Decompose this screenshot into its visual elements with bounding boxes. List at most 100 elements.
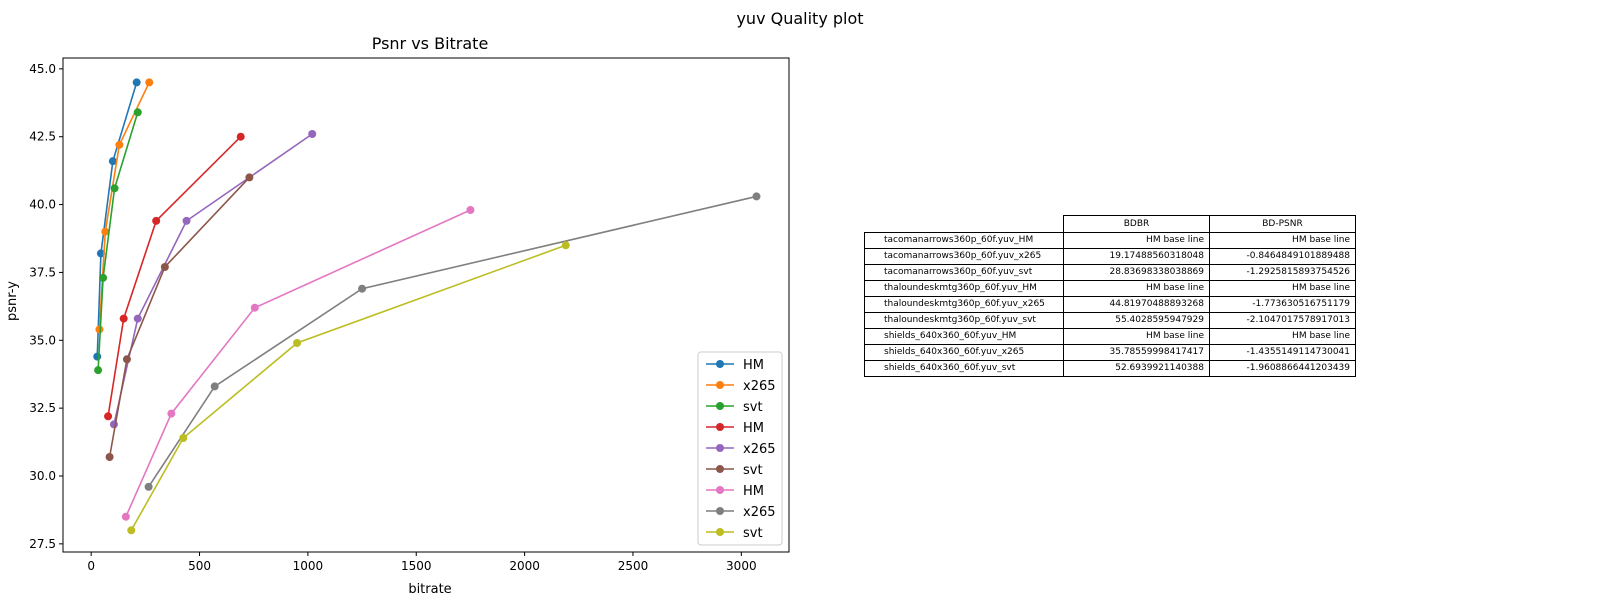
y-tick-label: 37.5 bbox=[29, 265, 56, 279]
series-2 bbox=[94, 108, 142, 375]
bd-metrics-table: BDBR BD-PSNR tacomanarrows360p_60f.yuv_H… bbox=[864, 215, 1356, 377]
data-point bbox=[121, 512, 130, 521]
x-tick-label: 1000 bbox=[293, 559, 324, 573]
legend-entry-label: x265 bbox=[743, 379, 776, 394]
data-point bbox=[293, 339, 302, 347]
bd-psnr-cell: -1.9608866441203439 bbox=[1209, 360, 1356, 377]
bdbr-cell: 55.4028595947929 bbox=[1063, 312, 1210, 329]
row-label: thaloundeskmtg360p_60f.yuv_HM bbox=[864, 280, 1064, 297]
bd-psnr-cell: -1.4355149114730041 bbox=[1209, 344, 1356, 361]
row-label: tacomanarrows360p_60f.yuv_HM bbox=[864, 232, 1064, 249]
data-point bbox=[752, 192, 761, 201]
bdbr-cell: HM base line bbox=[1063, 280, 1210, 297]
data-point bbox=[99, 273, 108, 282]
bd-psnr-cell: -1.2925815893754526 bbox=[1209, 264, 1356, 281]
data-point bbox=[105, 453, 114, 461]
table-row: tacomanarrows360p_60f.yuv_HM HM base line… bbox=[864, 232, 1356, 249]
data-point bbox=[94, 366, 103, 375]
series-1 bbox=[95, 78, 154, 334]
data-point bbox=[144, 482, 153, 491]
bdbr-cell: 44.81970488893268 bbox=[1063, 296, 1210, 313]
data-point bbox=[308, 130, 317, 138]
x-tick-label: 2500 bbox=[618, 559, 649, 573]
data-point bbox=[245, 173, 254, 182]
data-point bbox=[152, 216, 161, 225]
table-row: shields_640x360_60f.yuv_svt 52.6939921140… bbox=[864, 360, 1356, 377]
data-point bbox=[133, 314, 142, 323]
bd-psnr-cell: -0.8464849101889488 bbox=[1209, 248, 1356, 265]
data-point bbox=[101, 227, 110, 236]
legend: HM x265 svt HM x265 svt HM x265 svt bbox=[697, 351, 783, 546]
y-tick-label: 45.0 bbox=[29, 62, 56, 76]
data-point bbox=[110, 184, 119, 193]
bdbr-cell: 52.6939921140388 bbox=[1063, 360, 1210, 377]
x-axis-label: bitrate bbox=[408, 582, 451, 597]
legend-swatch-marker bbox=[716, 381, 724, 389]
series-8 bbox=[127, 241, 570, 535]
legend-swatch-marker bbox=[716, 486, 724, 494]
figure-suptitle: yuv Quality plot bbox=[736, 9, 864, 28]
table-corner-cell bbox=[865, 216, 1064, 233]
table-header-row: BDBR BD-PSNR bbox=[865, 215, 1356, 233]
data-point bbox=[96, 249, 105, 258]
legend-entry-label: HM bbox=[743, 421, 764, 436]
bd-psnr-cell: HM base line bbox=[1209, 232, 1356, 249]
data-point bbox=[108, 157, 117, 166]
y-tick-label: 27.5 bbox=[29, 537, 56, 551]
data-point bbox=[115, 140, 124, 149]
row-label: shields_640x360_60f.yuv_HM bbox=[864, 328, 1064, 345]
data-point bbox=[466, 206, 475, 214]
row-label: thaloundeskmtg360p_60f.yuv_x265 bbox=[864, 296, 1064, 313]
x-tick-label: 0 bbox=[87, 559, 95, 573]
legend-frame bbox=[697, 351, 783, 546]
table-row: tacomanarrows360p_60f.yuv_svt 28.83698338… bbox=[864, 264, 1356, 281]
bd-psnr-cell: -1.773630516751179 bbox=[1209, 296, 1356, 313]
data-point bbox=[93, 352, 102, 361]
legend-entry-label: svt bbox=[743, 463, 763, 478]
legend-swatch-marker bbox=[716, 465, 724, 473]
table-row: thaloundeskmtg360p_60f.yuv_x265 44.819704… bbox=[864, 296, 1356, 313]
data-point bbox=[160, 263, 169, 271]
y-tick-label: 42.5 bbox=[29, 130, 56, 144]
data-point bbox=[145, 78, 154, 87]
row-label: tacomanarrows360p_60f.yuv_x265 bbox=[864, 248, 1064, 265]
legend-entry-label: HM bbox=[743, 358, 764, 373]
series-line bbox=[147, 195, 757, 488]
legend-entry-label: svt bbox=[743, 400, 763, 415]
table-row: shields_640x360_60f.yuv_HM HM base line HM… bbox=[864, 328, 1356, 345]
data-point bbox=[104, 412, 113, 421]
x-tick-label: 2000 bbox=[509, 559, 540, 573]
x-tick-label: 3000 bbox=[726, 559, 757, 573]
bdbr-cell: 28.83698338038869 bbox=[1063, 264, 1210, 281]
row-label: tacomanarrows360p_60f.yuv_svt bbox=[864, 264, 1064, 281]
bdbr-cell: HM base line bbox=[1063, 232, 1210, 249]
series-line bbox=[108, 176, 250, 458]
column-header-bd-psnr: BD-PSNR bbox=[1209, 215, 1356, 233]
bd-psnr-cell: -2.1047017578917013 bbox=[1209, 312, 1356, 329]
data-point bbox=[119, 314, 128, 323]
y-tick-label: 35.0 bbox=[29, 333, 56, 347]
y-tick-label: 40.0 bbox=[29, 198, 56, 212]
series-5 bbox=[105, 173, 254, 461]
series-3 bbox=[104, 132, 245, 421]
bd-psnr-cell: HM base line bbox=[1209, 328, 1356, 345]
series-line bbox=[130, 244, 567, 531]
legend-entry-label: x265 bbox=[743, 505, 776, 520]
series-0 bbox=[93, 78, 141, 361]
legend-swatch-marker bbox=[716, 423, 724, 431]
chart-title: Psnr vs Bitrate bbox=[372, 34, 489, 53]
y-axis-label: psnr-y bbox=[5, 281, 20, 321]
psnr-vs-bitrate-chart: Psnr vs Bitrate 0 500 1000 1500 2000 2500 3000… bbox=[5, 34, 790, 597]
series-line bbox=[96, 82, 138, 357]
legend-swatch-marker bbox=[716, 360, 724, 368]
data-point bbox=[250, 303, 259, 312]
legend-swatch-marker bbox=[716, 444, 724, 452]
data-point bbox=[167, 409, 176, 418]
series-line bbox=[113, 133, 313, 425]
bd-psnr-cell: HM base line bbox=[1209, 280, 1356, 297]
series-line bbox=[125, 209, 471, 518]
data-point bbox=[236, 132, 245, 141]
table-row: thaloundeskmtg360p_60f.yuv_svt 55.4028595… bbox=[864, 312, 1356, 329]
table-row: thaloundeskmtg360p_60f.yuv_HM HM base lin… bbox=[864, 280, 1356, 297]
data-point bbox=[127, 526, 136, 535]
